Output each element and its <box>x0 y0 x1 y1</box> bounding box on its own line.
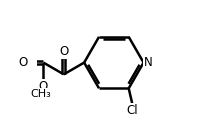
Text: N: N <box>144 56 152 69</box>
Text: O: O <box>39 80 48 93</box>
Text: CH₃: CH₃ <box>30 89 51 98</box>
Text: O: O <box>59 45 68 58</box>
Text: Cl: Cl <box>127 104 138 117</box>
Text: O: O <box>18 56 27 69</box>
